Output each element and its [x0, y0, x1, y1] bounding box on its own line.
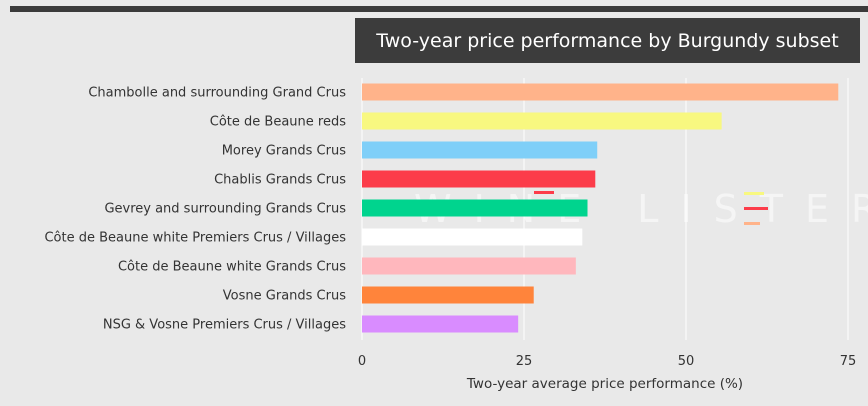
category-label: Côte de Beaune white Grands Crus — [118, 260, 346, 275]
category-label: Morey Grands Crus — [222, 144, 346, 159]
x-tick-labels: 0 25 50 75 — [358, 354, 856, 369]
x-tick-label: 50 — [678, 354, 695, 369]
bar — [362, 228, 583, 246]
bar — [362, 141, 598, 159]
bar — [362, 315, 519, 333]
x-tick-label: 75 — [840, 354, 857, 369]
bar — [362, 83, 839, 101]
chart-title: Two-year price performance by Burgundy s… — [355, 18, 860, 63]
top-rule — [10, 6, 868, 12]
category-label: Gevrey and surrounding Grands Crus — [104, 202, 346, 217]
x-axis-label: Two-year average price performance (%) — [466, 376, 743, 392]
watermark-accent-1 — [534, 191, 554, 194]
x-tick-label: 0 — [358, 354, 366, 369]
bar — [362, 170, 596, 188]
bars — [362, 83, 839, 333]
category-label: Côte de Beaune white Premiers Crus / Vil… — [44, 231, 346, 246]
category-label: Vosne Grands Crus — [223, 289, 346, 304]
category-label: Chablis Grands Crus — [214, 173, 346, 188]
bar — [362, 286, 534, 304]
bar — [362, 112, 722, 130]
watermark-accent-2 — [744, 192, 764, 195]
category-label: NSG & Vosne Premiers Crus / Villages — [103, 318, 346, 333]
x-tick-label: 25 — [516, 354, 533, 369]
watermark-accent-4 — [744, 222, 760, 225]
category-label: Chambolle and surrounding Grand Crus — [88, 86, 346, 101]
watermark-accent-3 — [744, 207, 768, 210]
category-label: Côte de Beaune reds — [210, 115, 346, 130]
category-labels: Chambolle and surrounding Grand Crus Côte… — [44, 86, 346, 333]
bar — [362, 257, 576, 275]
bar — [362, 199, 588, 217]
